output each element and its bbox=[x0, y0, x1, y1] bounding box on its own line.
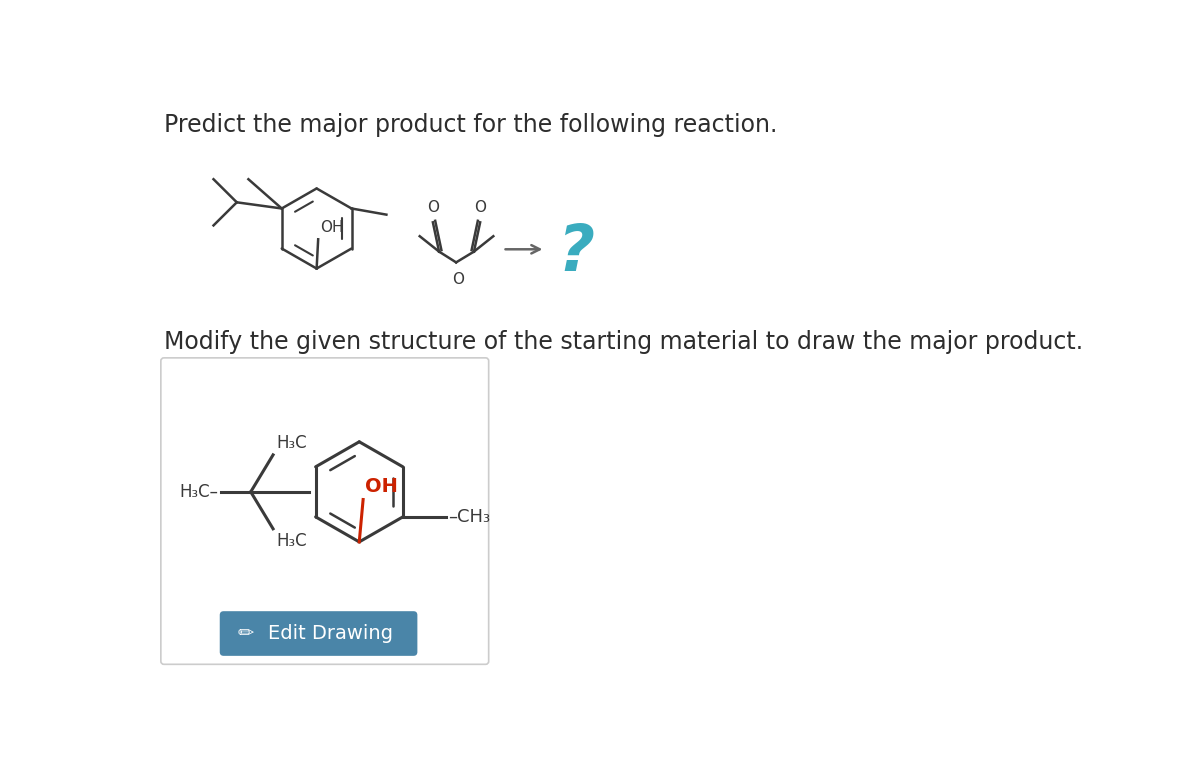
Text: Modify the given structure of the starting material to draw the major product.: Modify the given structure of the starti… bbox=[164, 330, 1084, 354]
Text: ✏: ✏ bbox=[238, 624, 253, 643]
Text: –CH₃: –CH₃ bbox=[448, 507, 490, 526]
FancyBboxPatch shape bbox=[220, 611, 418, 656]
FancyBboxPatch shape bbox=[161, 358, 488, 664]
Text: H₃C: H₃C bbox=[276, 532, 307, 550]
Text: OH: OH bbox=[366, 477, 398, 496]
Text: O: O bbox=[427, 200, 439, 215]
Text: ?: ? bbox=[557, 223, 594, 284]
Text: H₃C: H₃C bbox=[276, 434, 307, 452]
Text: Predict the major product for the following reaction.: Predict the major product for the follow… bbox=[164, 113, 778, 137]
Text: Edit Drawing: Edit Drawing bbox=[268, 624, 392, 643]
Text: O: O bbox=[474, 200, 486, 215]
Text: H₃C–: H₃C– bbox=[179, 483, 218, 501]
Text: OH: OH bbox=[319, 219, 343, 235]
Text: O: O bbox=[451, 271, 463, 287]
